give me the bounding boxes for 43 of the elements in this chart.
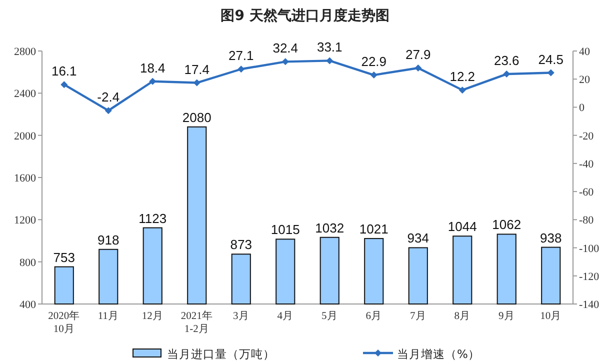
x-tick-label: 6月	[366, 310, 382, 322]
y2-tick-label: -40	[579, 158, 594, 170]
x-tick-label: 9月	[498, 310, 515, 322]
y-tick-label: 1200	[14, 214, 36, 227]
point	[104, 107, 112, 114]
chart-title: 图9 天然气进口月度走势图	[220, 7, 390, 24]
x-tick-label: 8月	[454, 310, 470, 322]
point	[326, 57, 334, 64]
x-tick-label: 4月	[277, 310, 294, 322]
y-tick-label: 1600	[14, 172, 36, 184]
x-tick-label: 5月	[322, 310, 338, 322]
x-tick-label: 3月	[233, 310, 250, 322]
point	[282, 58, 289, 66]
y-tick-label: 2400	[14, 88, 36, 100]
y2-tick-label: -20	[579, 130, 594, 142]
point	[370, 72, 378, 79]
point	[238, 66, 245, 73]
x-tick-label: 10月	[540, 310, 562, 322]
x-tick-label: 7月	[410, 310, 426, 322]
y2-tick-label: -140	[579, 299, 600, 311]
y-tick-label: 400	[20, 299, 36, 311]
y-tick-label: 800	[20, 256, 36, 269]
point	[60, 81, 68, 88]
legend-label: 当月增速（%）	[397, 347, 480, 361]
point	[193, 79, 200, 86]
y2-tick-label: -60	[579, 186, 594, 199]
point	[547, 69, 554, 76]
x-tick-label: 2020年 10月	[48, 310, 80, 335]
point	[149, 78, 156, 85]
x-tick-label: 12月	[142, 310, 164, 322]
y2-tick-label: -100	[579, 242, 600, 255]
point	[414, 64, 422, 72]
y-tick-label: 2800	[14, 46, 36, 58]
point	[458, 86, 466, 94]
y2-tick-label: -80	[579, 214, 594, 227]
y2-tick-label: 20	[579, 74, 590, 86]
y2-tick-label: -120	[579, 270, 600, 283]
x-tick-label: 11月	[98, 310, 119, 322]
y2-tick-label: 40	[579, 46, 590, 58]
y-tick-label: 2000	[14, 130, 36, 142]
x-tick-label: 2021年 1-2月	[180, 310, 213, 335]
y2-tick-label: 0	[579, 102, 585, 114]
legend-label: 当月进口量（万吨）	[167, 347, 275, 361]
